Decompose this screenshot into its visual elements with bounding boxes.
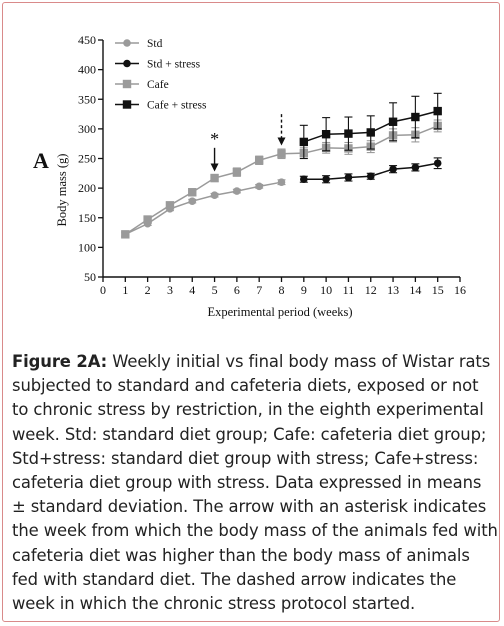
x-tick-label: 8 — [279, 283, 285, 297]
y-tick-label: 400 — [78, 63, 96, 77]
panel-label: A — [33, 148, 49, 173]
series-3 — [299, 92, 442, 160]
data-point — [322, 175, 330, 184]
x-tick-label: 0 — [100, 283, 106, 297]
y-tick-label: 350 — [78, 92, 96, 106]
data-point — [254, 156, 264, 165]
x-tick-label: 6 — [234, 283, 240, 297]
x-tick-label: 4 — [189, 283, 195, 297]
legend-marker — [123, 59, 131, 68]
y-tick-label: 100 — [78, 240, 96, 254]
data-point — [366, 172, 375, 181]
y-tick-label: 250 — [78, 152, 96, 166]
x-tick-label: 3 — [167, 283, 173, 297]
legend-marker — [122, 79, 132, 89]
y-tick-label: 150 — [78, 211, 96, 225]
data-point — [299, 137, 309, 147]
data-point — [233, 187, 241, 195]
y-tick-label: 200 — [78, 181, 96, 195]
legend-label: Cafe + stress — [147, 100, 207, 112]
x-tick-label: 2 — [145, 283, 151, 297]
x-tick-label: 13 — [387, 283, 399, 297]
arrow-head — [210, 163, 219, 172]
chart-annotations: * — [210, 114, 286, 172]
data-point — [255, 182, 263, 191]
caption-text: Weekly initial vs final body mass of Wis… — [12, 352, 498, 614]
x-tick-label: 11 — [343, 283, 355, 297]
data-point — [143, 215, 152, 224]
x-tick-label: 15 — [432, 283, 444, 297]
data-point — [411, 163, 420, 172]
data-point — [344, 173, 353, 182]
x-tick-label: 14 — [409, 283, 421, 297]
data-point — [277, 178, 286, 186]
y-tick-label: 450 — [78, 33, 96, 47]
data-point — [165, 201, 175, 210]
figure-frame — [2, 2, 500, 622]
data-point — [188, 188, 197, 197]
y-tick-label: 50 — [84, 270, 96, 284]
legend-marker — [123, 39, 131, 47]
x-tick-label: 10 — [320, 283, 332, 297]
x-tick-label: 16 — [454, 283, 466, 297]
data-point — [321, 130, 331, 139]
chart-legend: Std Std + stress Cafe Cafe + stress — [115, 38, 207, 112]
x-tick-label: 9 — [301, 283, 307, 297]
legend-label: Std — [147, 38, 163, 50]
x-tick-label: 7 — [256, 283, 262, 297]
data-point — [389, 165, 397, 173]
x-tick-label: 5 — [212, 283, 218, 297]
data-point — [344, 129, 353, 138]
data-point — [366, 128, 375, 137]
series-0 — [121, 178, 286, 239]
data-point — [433, 159, 442, 168]
y-tick-label: 300 — [78, 122, 96, 136]
data-point — [121, 230, 130, 239]
x-tick-label: 12 — [365, 283, 377, 297]
data-point — [433, 106, 442, 116]
x-axis-label: Experimental period (weeks) — [207, 305, 352, 319]
y-axis-label: Body mass (g) — [55, 154, 69, 227]
legend-label: Std + stress — [147, 59, 201, 71]
data-point — [277, 149, 286, 158]
x-tick-label: 1 — [122, 283, 128, 297]
data-point — [232, 167, 242, 177]
asterisk-label: * — [210, 129, 219, 149]
caption-label: Figure 2A: — [12, 352, 108, 371]
data-point — [188, 197, 197, 205]
figure-caption: Figure 2A: Weekly initial vs final body … — [12, 350, 498, 616]
series-1 — [299, 157, 442, 184]
data-point — [300, 175, 308, 184]
legend-label: Cafe — [147, 79, 169, 91]
data-point — [210, 191, 219, 200]
data-point — [388, 117, 398, 126]
chart-series — [121, 92, 442, 239]
data-point — [411, 112, 420, 122]
legend-marker — [122, 100, 132, 109]
arrow-head — [277, 137, 286, 146]
data-point — [210, 173, 219, 183]
